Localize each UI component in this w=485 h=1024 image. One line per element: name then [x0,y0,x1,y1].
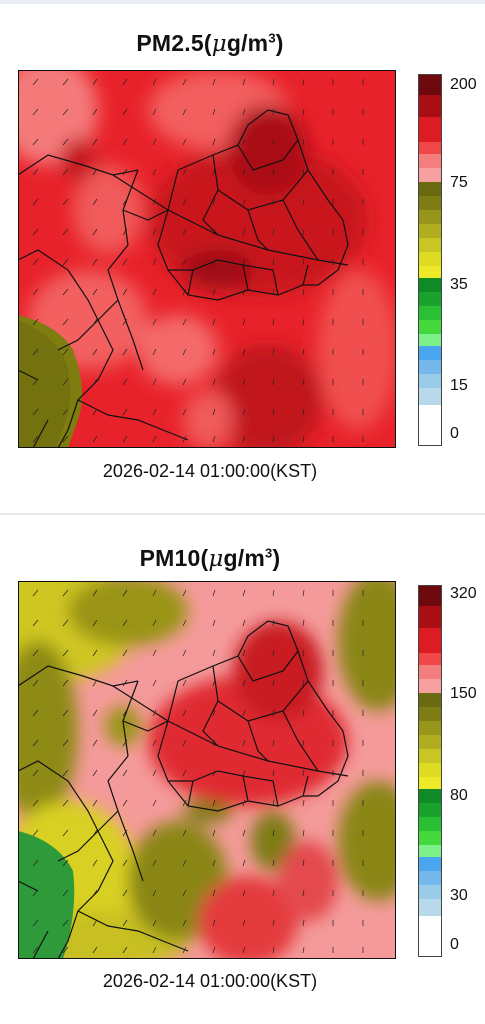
pm25-tick-0: 0 [450,425,459,442]
pm10-map-frame [18,581,396,959]
pm10-tick-80: 80 [450,787,468,804]
pm10-tick-150: 150 [450,685,477,702]
pm25-color-scale [418,74,442,446]
pm25-tick-35: 35 [450,276,468,293]
pm10-map[interactable] [18,581,396,959]
pm25-map[interactable] [18,70,396,448]
pm25-title: PM2.5(μg/m3) [136,30,284,57]
pm25-panel: PM2.5(μg/m3) [0,0,485,500]
pm25-map-frame [18,70,396,448]
pm10-district-boundaries [18,620,349,959]
pm25-tick-200: 200 [450,76,477,93]
pm10-color-scale [418,585,442,957]
pm25-timestamp: 2026-02-14 01:00:00(KST) [102,461,318,481]
pm10-wind-arrows [32,589,364,954]
pm25-tick-15: 15 [450,377,468,394]
pm25-field-variation [18,70,396,448]
top-rule [0,0,485,4]
pm10-green-region [18,831,75,959]
pm10-field-variation [18,581,396,959]
pm25-tick-75: 75 [450,174,468,191]
pm10-tick-320: 320 [450,585,477,602]
pm10-panel: PM10(μg/m3) [0,515,485,1015]
pm10-tick-0: 0 [450,936,459,953]
pm10-tick-30: 30 [450,887,468,904]
pm25-district-boundaries [18,109,349,448]
panel-divider [0,513,485,515]
pm10-title: PM10(μg/m3) [139,545,281,572]
pm25-wind-arrows [32,78,364,443]
pm10-timestamp: 2026-02-14 01:00:00(KST) [102,971,318,991]
